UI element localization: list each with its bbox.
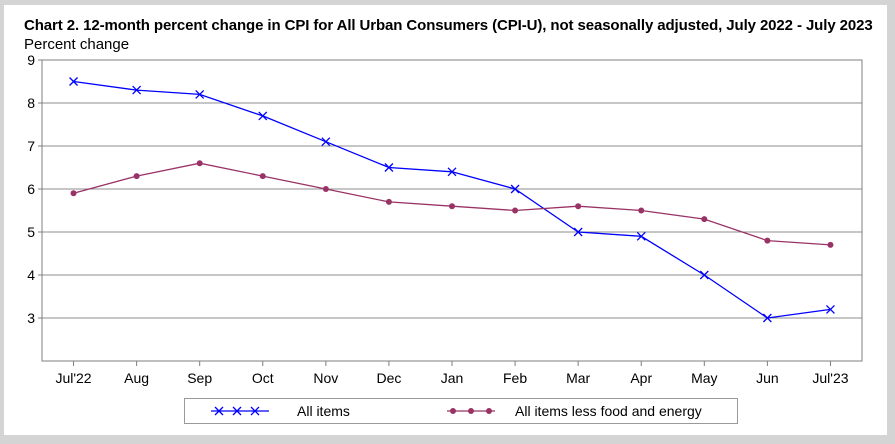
y-tick-label-8: 8 xyxy=(27,95,35,111)
y-tick-label-6: 6 xyxy=(27,181,35,197)
point-core-8 xyxy=(575,203,582,210)
point-core-4 xyxy=(322,186,329,192)
x-tick-label-11: Jun xyxy=(756,370,779,386)
chart-title: Chart 2. 12-month percent change in CPI … xyxy=(24,17,873,34)
x-tick-label-9: Apr xyxy=(630,370,652,386)
legend-label-core: All items less food and energy xyxy=(515,403,702,419)
x-tick-label-4: Nov xyxy=(313,370,338,386)
line-chart: 3 4 5 6 7 8 9 Jul'22 Aug Sep Oct Nov Dec Jan Feb Mar Apr… xyxy=(27,52,863,386)
point-core-12 xyxy=(827,241,834,248)
series-line-all-items xyxy=(73,80,831,319)
point-all-items-6 xyxy=(447,167,457,177)
series-core xyxy=(70,160,834,248)
legend-label-all-items: All items xyxy=(297,403,350,419)
point-all-items-9 xyxy=(636,231,646,241)
point-core-1 xyxy=(133,173,140,180)
point-all-items-8 xyxy=(573,227,583,237)
legend-item-core: All items less food and energy xyxy=(445,399,702,423)
y-tick-label-9: 9 xyxy=(27,52,35,68)
point-all-items-0 xyxy=(69,77,78,86)
y-tick-label-3: 3 xyxy=(27,310,35,326)
chart-frame: Chart 2. 12-month percent change in CPI … xyxy=(4,5,887,435)
point-all-items-3 xyxy=(258,111,268,121)
legend-swatch-core xyxy=(447,408,495,414)
point-all-items-2 xyxy=(195,89,205,99)
point-all-items-12 xyxy=(826,304,835,314)
plot-area xyxy=(41,59,863,362)
legend-item-all-items: All items xyxy=(209,399,350,423)
point-core-2 xyxy=(196,160,203,167)
axes: 3 4 5 6 7 8 9 Jul'22 Aug Sep Oct Nov Dec Jan Feb Mar Apr… xyxy=(27,52,849,386)
point-core-7 xyxy=(512,207,519,214)
point-core-3 xyxy=(259,173,266,180)
x-tick-label-5: Dec xyxy=(376,370,401,386)
point-core-0 xyxy=(70,190,77,197)
x-tick-label-0: Jul'22 xyxy=(55,370,91,386)
legend-swatch-all-items xyxy=(211,406,269,416)
x-tick-label-12: Jul'23 xyxy=(812,370,848,386)
x-tick-label-8: Mar xyxy=(566,370,590,386)
point-core-5 xyxy=(385,198,392,205)
point-core-6 xyxy=(449,203,455,210)
point-all-items-5 xyxy=(384,163,394,172)
y-axis-label: Percent change xyxy=(24,36,130,53)
gridlines xyxy=(42,102,862,319)
x-tick-label-2: Sep xyxy=(187,370,212,386)
y-tick-label-5: 5 xyxy=(27,224,35,240)
point-core-10 xyxy=(701,216,708,223)
y-tick-label-7: 7 xyxy=(27,138,35,154)
point-all-items-10 xyxy=(699,270,709,280)
series xyxy=(69,77,835,323)
point-all-items-1 xyxy=(132,85,142,95)
x-tick-label-7: Feb xyxy=(503,370,527,386)
series-all-items xyxy=(69,77,835,323)
x-tick-label-6: Jan xyxy=(441,370,464,386)
point-core-11 xyxy=(764,237,771,244)
y-tick-label-4: 4 xyxy=(27,267,35,283)
legend: All items All items less food and energy xyxy=(184,398,738,424)
point-all-items-7 xyxy=(510,184,520,194)
x-tick-label-1: Aug xyxy=(124,370,149,386)
point-all-items-4 xyxy=(321,137,331,147)
x-tick-label-3: Oct xyxy=(252,370,274,386)
point-all-items-11 xyxy=(762,313,772,323)
point-core-9 xyxy=(638,207,645,214)
x-tick-label-10: May xyxy=(691,370,717,386)
